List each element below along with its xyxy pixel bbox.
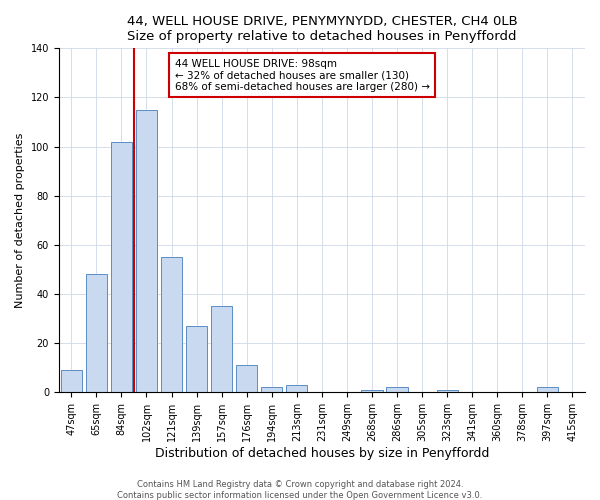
Bar	[136, 110, 157, 393]
Bar	[386, 388, 408, 392]
Bar	[161, 257, 182, 392]
Bar	[86, 274, 107, 392]
Bar	[286, 385, 307, 392]
Bar	[236, 366, 257, 392]
Bar	[61, 370, 82, 392]
Bar	[361, 390, 383, 392]
Bar	[437, 390, 458, 392]
Y-axis label: Number of detached properties: Number of detached properties	[15, 132, 25, 308]
Text: 44 WELL HOUSE DRIVE: 98sqm
← 32% of detached houses are smaller (130)
68% of sem: 44 WELL HOUSE DRIVE: 98sqm ← 32% of deta…	[175, 58, 430, 92]
Bar	[261, 388, 283, 392]
Bar	[186, 326, 207, 392]
Title: 44, WELL HOUSE DRIVE, PENYMYNYDD, CHESTER, CH4 0LB
Size of property relative to : 44, WELL HOUSE DRIVE, PENYMYNYDD, CHESTE…	[127, 15, 517, 43]
Bar	[111, 142, 132, 392]
X-axis label: Distribution of detached houses by size in Penyffordd: Distribution of detached houses by size …	[155, 447, 489, 460]
Text: Contains HM Land Registry data © Crown copyright and database right 2024.
Contai: Contains HM Land Registry data © Crown c…	[118, 480, 482, 500]
Bar	[211, 306, 232, 392]
Bar	[537, 388, 558, 392]
